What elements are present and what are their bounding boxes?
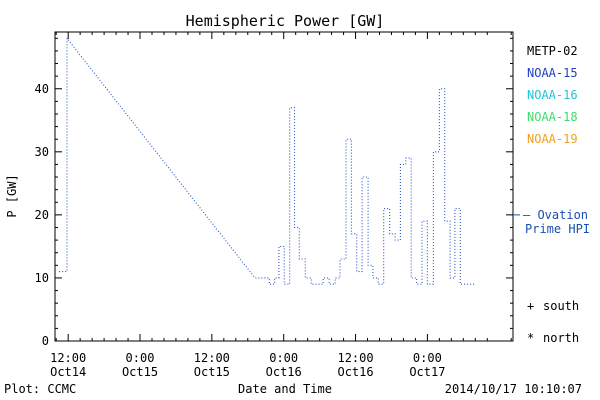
footer-source: Plot: CCMC bbox=[4, 382, 76, 396]
legend-entry-noaa-15: NOAA-15 bbox=[527, 66, 578, 80]
x-tick-label-date: Oct15 bbox=[122, 365, 158, 379]
hemisphere-symbol-key: + south * north bbox=[527, 299, 579, 345]
y-tick-label: 40 bbox=[35, 82, 49, 96]
chart-title: Hemispheric Power [GW] bbox=[186, 12, 385, 30]
legend-entry-noaa-18: NOAA-18 bbox=[527, 110, 578, 124]
south-marker: + bbox=[527, 299, 534, 313]
y-tick-label: 20 bbox=[35, 208, 49, 222]
series-line-noaa-15 bbox=[59, 36, 475, 285]
y-tick-label: 30 bbox=[35, 145, 49, 159]
x-tick-label-date: Oct16 bbox=[337, 365, 373, 379]
north-marker: * bbox=[527, 331, 534, 345]
x-tick-label-date: Oct15 bbox=[194, 365, 230, 379]
x-tick-label-time: 12:00 bbox=[337, 351, 373, 365]
legend: METP-02 NOAA-15 NOAA-16 NOAA-18 NOAA-19 bbox=[527, 44, 578, 146]
legend-entry-metp-02: METP-02 bbox=[527, 44, 578, 58]
plot-frame bbox=[54, 31, 514, 342]
x-axis-ticks: 12:00Oct140:00Oct1512:00Oct150:00Oct1612… bbox=[50, 32, 512, 379]
y-tick-label: 10 bbox=[35, 271, 49, 285]
legend-entry-noaa-16: NOAA-16 bbox=[527, 88, 578, 102]
x-tick-label-date: Oct17 bbox=[409, 365, 445, 379]
x-axis-label: Date and Time bbox=[238, 382, 332, 396]
x-tick-label-date: Oct14 bbox=[50, 365, 86, 379]
y-tick-label: 0 bbox=[42, 334, 49, 348]
y-axis-label: P [GW] bbox=[5, 174, 19, 217]
x-tick-label-time: 0:00 bbox=[126, 351, 155, 365]
x-tick-label-date: Oct16 bbox=[266, 365, 302, 379]
hpi-indicator: – Ovation Prime HPI bbox=[513, 208, 590, 236]
x-tick-label-time: 0:00 bbox=[413, 351, 442, 365]
x-tick-label-time: 12:00 bbox=[50, 351, 86, 365]
x-tick-label-time: 0:00 bbox=[269, 351, 298, 365]
legend-entry-noaa-19: NOAA-19 bbox=[527, 132, 578, 146]
footer-timestamp: 2014/10/17 10:10:07 bbox=[445, 382, 582, 396]
x-tick-label-time: 12:00 bbox=[194, 351, 230, 365]
south-label: south bbox=[543, 299, 579, 313]
hpi-label-line1: – Ovation bbox=[523, 208, 588, 222]
series-group bbox=[59, 36, 475, 285]
north-label: north bbox=[543, 331, 579, 345]
y-axis-ticks: 0 10 20 30 40 bbox=[35, 37, 513, 348]
hpi-label-line2: Prime HPI bbox=[525, 222, 590, 236]
